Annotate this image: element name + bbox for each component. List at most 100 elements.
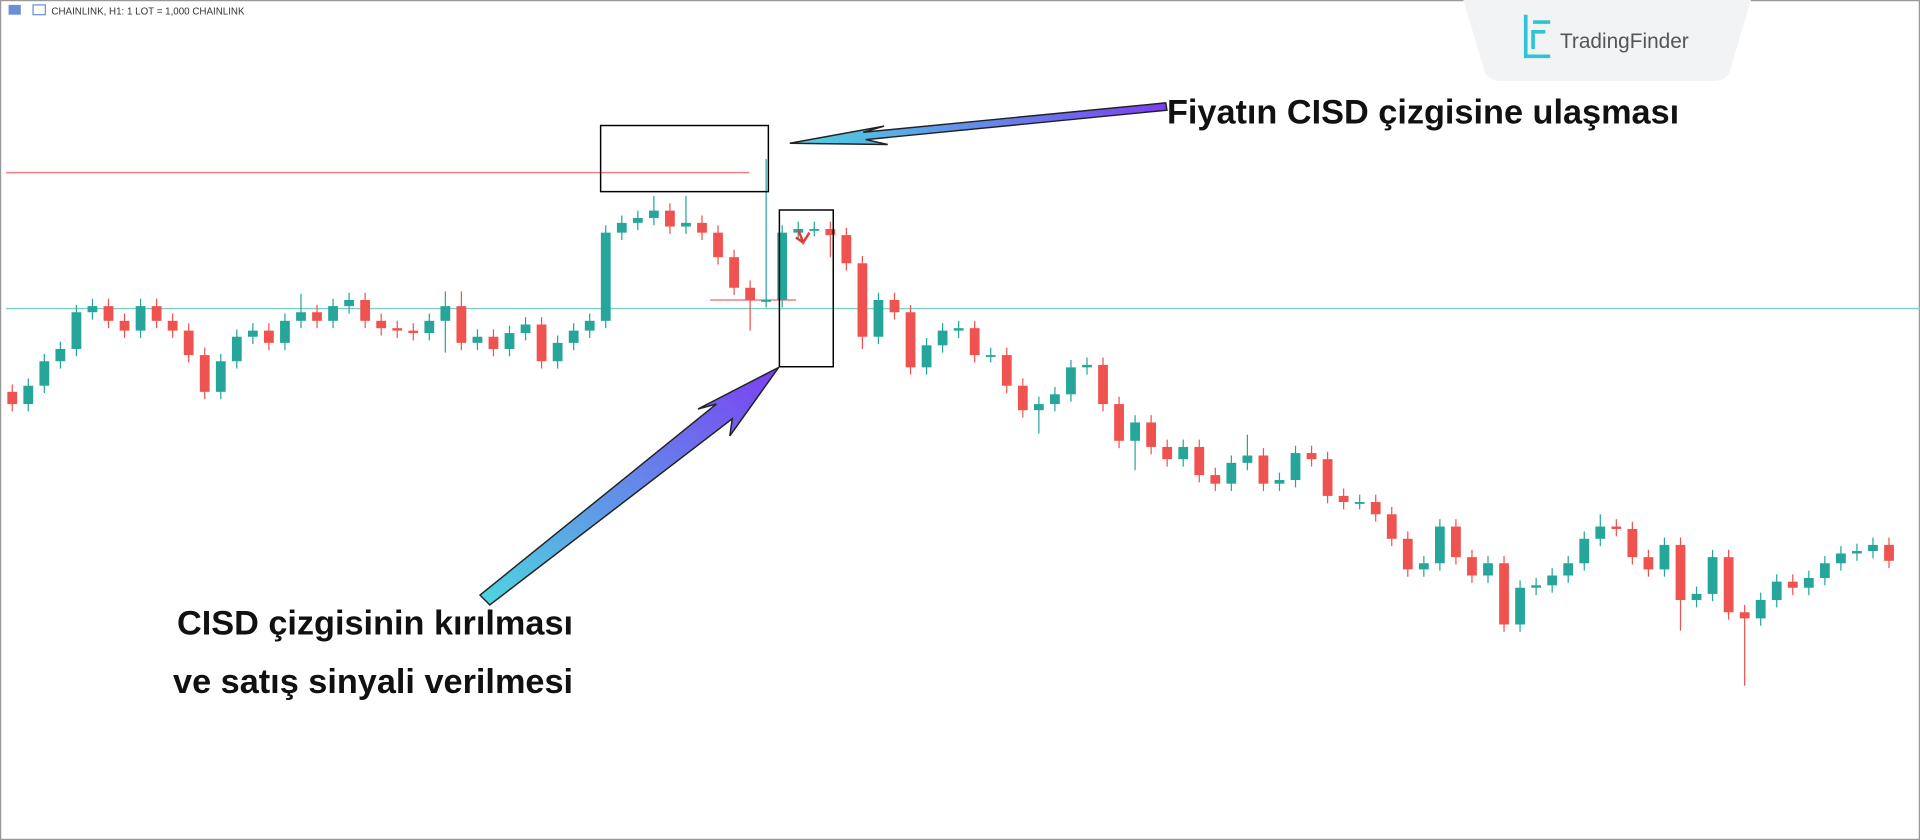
candle-body bbox=[376, 320, 387, 329]
candle-body bbox=[199, 355, 210, 392]
candle-body bbox=[584, 320, 595, 331]
candle-body bbox=[1226, 462, 1237, 484]
candle-body bbox=[1306, 453, 1317, 460]
candle-body bbox=[969, 328, 980, 356]
candle-body bbox=[1515, 587, 1525, 625]
candle-body bbox=[456, 306, 467, 343]
candle-body bbox=[1370, 502, 1381, 515]
candle-body bbox=[1836, 553, 1846, 564]
candle-body bbox=[1146, 422, 1157, 447]
candle-body bbox=[1082, 364, 1092, 368]
candle-body bbox=[1210, 475, 1221, 484]
annotations: Fiyatın CISD çizgisine ulaşması CISD çiz… bbox=[173, 94, 1679, 701]
arrow bbox=[789, 102, 1168, 146]
candle-body bbox=[264, 330, 274, 343]
candle-body bbox=[1242, 455, 1253, 463]
candle-body bbox=[103, 306, 114, 321]
candle-body bbox=[1707, 557, 1718, 594]
candle-body bbox=[1611, 526, 1622, 529]
candle-body bbox=[440, 306, 451, 321]
candle-body bbox=[697, 222, 707, 233]
candle-body bbox=[328, 306, 338, 321]
candle-body bbox=[280, 320, 290, 343]
icon bbox=[32, 4, 46, 16]
candle-body bbox=[1467, 557, 1477, 576]
candle-body bbox=[825, 228, 836, 236]
candle-body bbox=[135, 306, 146, 331]
candle-body bbox=[1755, 600, 1766, 619]
candle-body bbox=[119, 320, 130, 331]
candle-body bbox=[1322, 459, 1333, 496]
candle-body bbox=[552, 342, 563, 362]
candle-body bbox=[681, 222, 691, 227]
candle-body bbox=[1066, 367, 1076, 395]
candle-body bbox=[1771, 581, 1782, 600]
candle-body bbox=[1563, 563, 1574, 576]
candle-body bbox=[1884, 544, 1894, 561]
candle-body bbox=[713, 232, 723, 258]
candle-body bbox=[1001, 355, 1012, 386]
candle-body bbox=[23, 385, 34, 405]
candle-body bbox=[648, 210, 659, 218]
candle-body bbox=[1017, 385, 1028, 411]
candle-body bbox=[55, 348, 66, 362]
candle-body bbox=[1418, 563, 1429, 570]
candle-body bbox=[729, 257, 739, 288]
candle-body bbox=[1033, 404, 1044, 411]
candle-body bbox=[1852, 551, 1862, 554]
candle-body bbox=[312, 312, 322, 321]
candle-body bbox=[1579, 538, 1590, 564]
candle-body bbox=[1290, 453, 1301, 480]
brand: TradingFinder bbox=[1463, 0, 1752, 81]
candle-body bbox=[1531, 585, 1542, 588]
candle-body bbox=[7, 391, 18, 405]
candle-body bbox=[344, 300, 354, 307]
sell-signal bbox=[795, 229, 811, 246]
candle-body bbox=[1451, 526, 1461, 558]
candles bbox=[6, 159, 1920, 686]
candle-body bbox=[1547, 575, 1558, 586]
candle-body bbox=[1098, 364, 1108, 405]
candle-body bbox=[183, 330, 194, 356]
candle-body bbox=[921, 345, 932, 368]
candle-body bbox=[889, 300, 900, 313]
candle-body bbox=[1739, 612, 1750, 619]
chart-header: CHAINLINK, H1: 1 LOT = 1,000 CHAINLINK bbox=[51, 7, 245, 18]
annotation: ve satış sinyali verilmesi bbox=[173, 663, 573, 701]
candle-body bbox=[536, 324, 547, 362]
candle-body bbox=[568, 330, 579, 343]
candle-body bbox=[504, 333, 515, 349]
candle-body bbox=[1354, 502, 1365, 504]
candle-body bbox=[472, 336, 483, 343]
candle-body bbox=[215, 361, 226, 392]
candle-body bbox=[231, 336, 242, 362]
candle-body bbox=[809, 228, 820, 231]
candle-body bbox=[1274, 480, 1285, 484]
box bbox=[778, 209, 834, 368]
candle-body bbox=[520, 324, 531, 334]
candle-body bbox=[1723, 557, 1734, 613]
candle-body bbox=[632, 217, 643, 223]
candle-body bbox=[424, 320, 435, 334]
annotation: Fiyatın CISD çizgisine ulaşması bbox=[1167, 94, 1679, 132]
candle-body bbox=[937, 330, 948, 346]
candle-body bbox=[1595, 526, 1606, 539]
candle-body bbox=[777, 232, 788, 300]
candle-body bbox=[1499, 563, 1509, 625]
candle-body bbox=[488, 336, 499, 349]
candle-body bbox=[1803, 577, 1814, 588]
candle-body bbox=[1691, 593, 1702, 600]
candle-body bbox=[600, 232, 611, 321]
icon bbox=[8, 4, 21, 15]
candle-body bbox=[905, 312, 916, 368]
candle-body bbox=[1402, 538, 1413, 570]
candle-body bbox=[39, 361, 50, 386]
candle-body bbox=[1627, 528, 1638, 558]
candle-body bbox=[1787, 581, 1798, 588]
candle-body bbox=[247, 330, 258, 337]
candle-body bbox=[1643, 557, 1654, 570]
candle-body bbox=[1114, 404, 1124, 441]
candle-body bbox=[71, 312, 82, 349]
